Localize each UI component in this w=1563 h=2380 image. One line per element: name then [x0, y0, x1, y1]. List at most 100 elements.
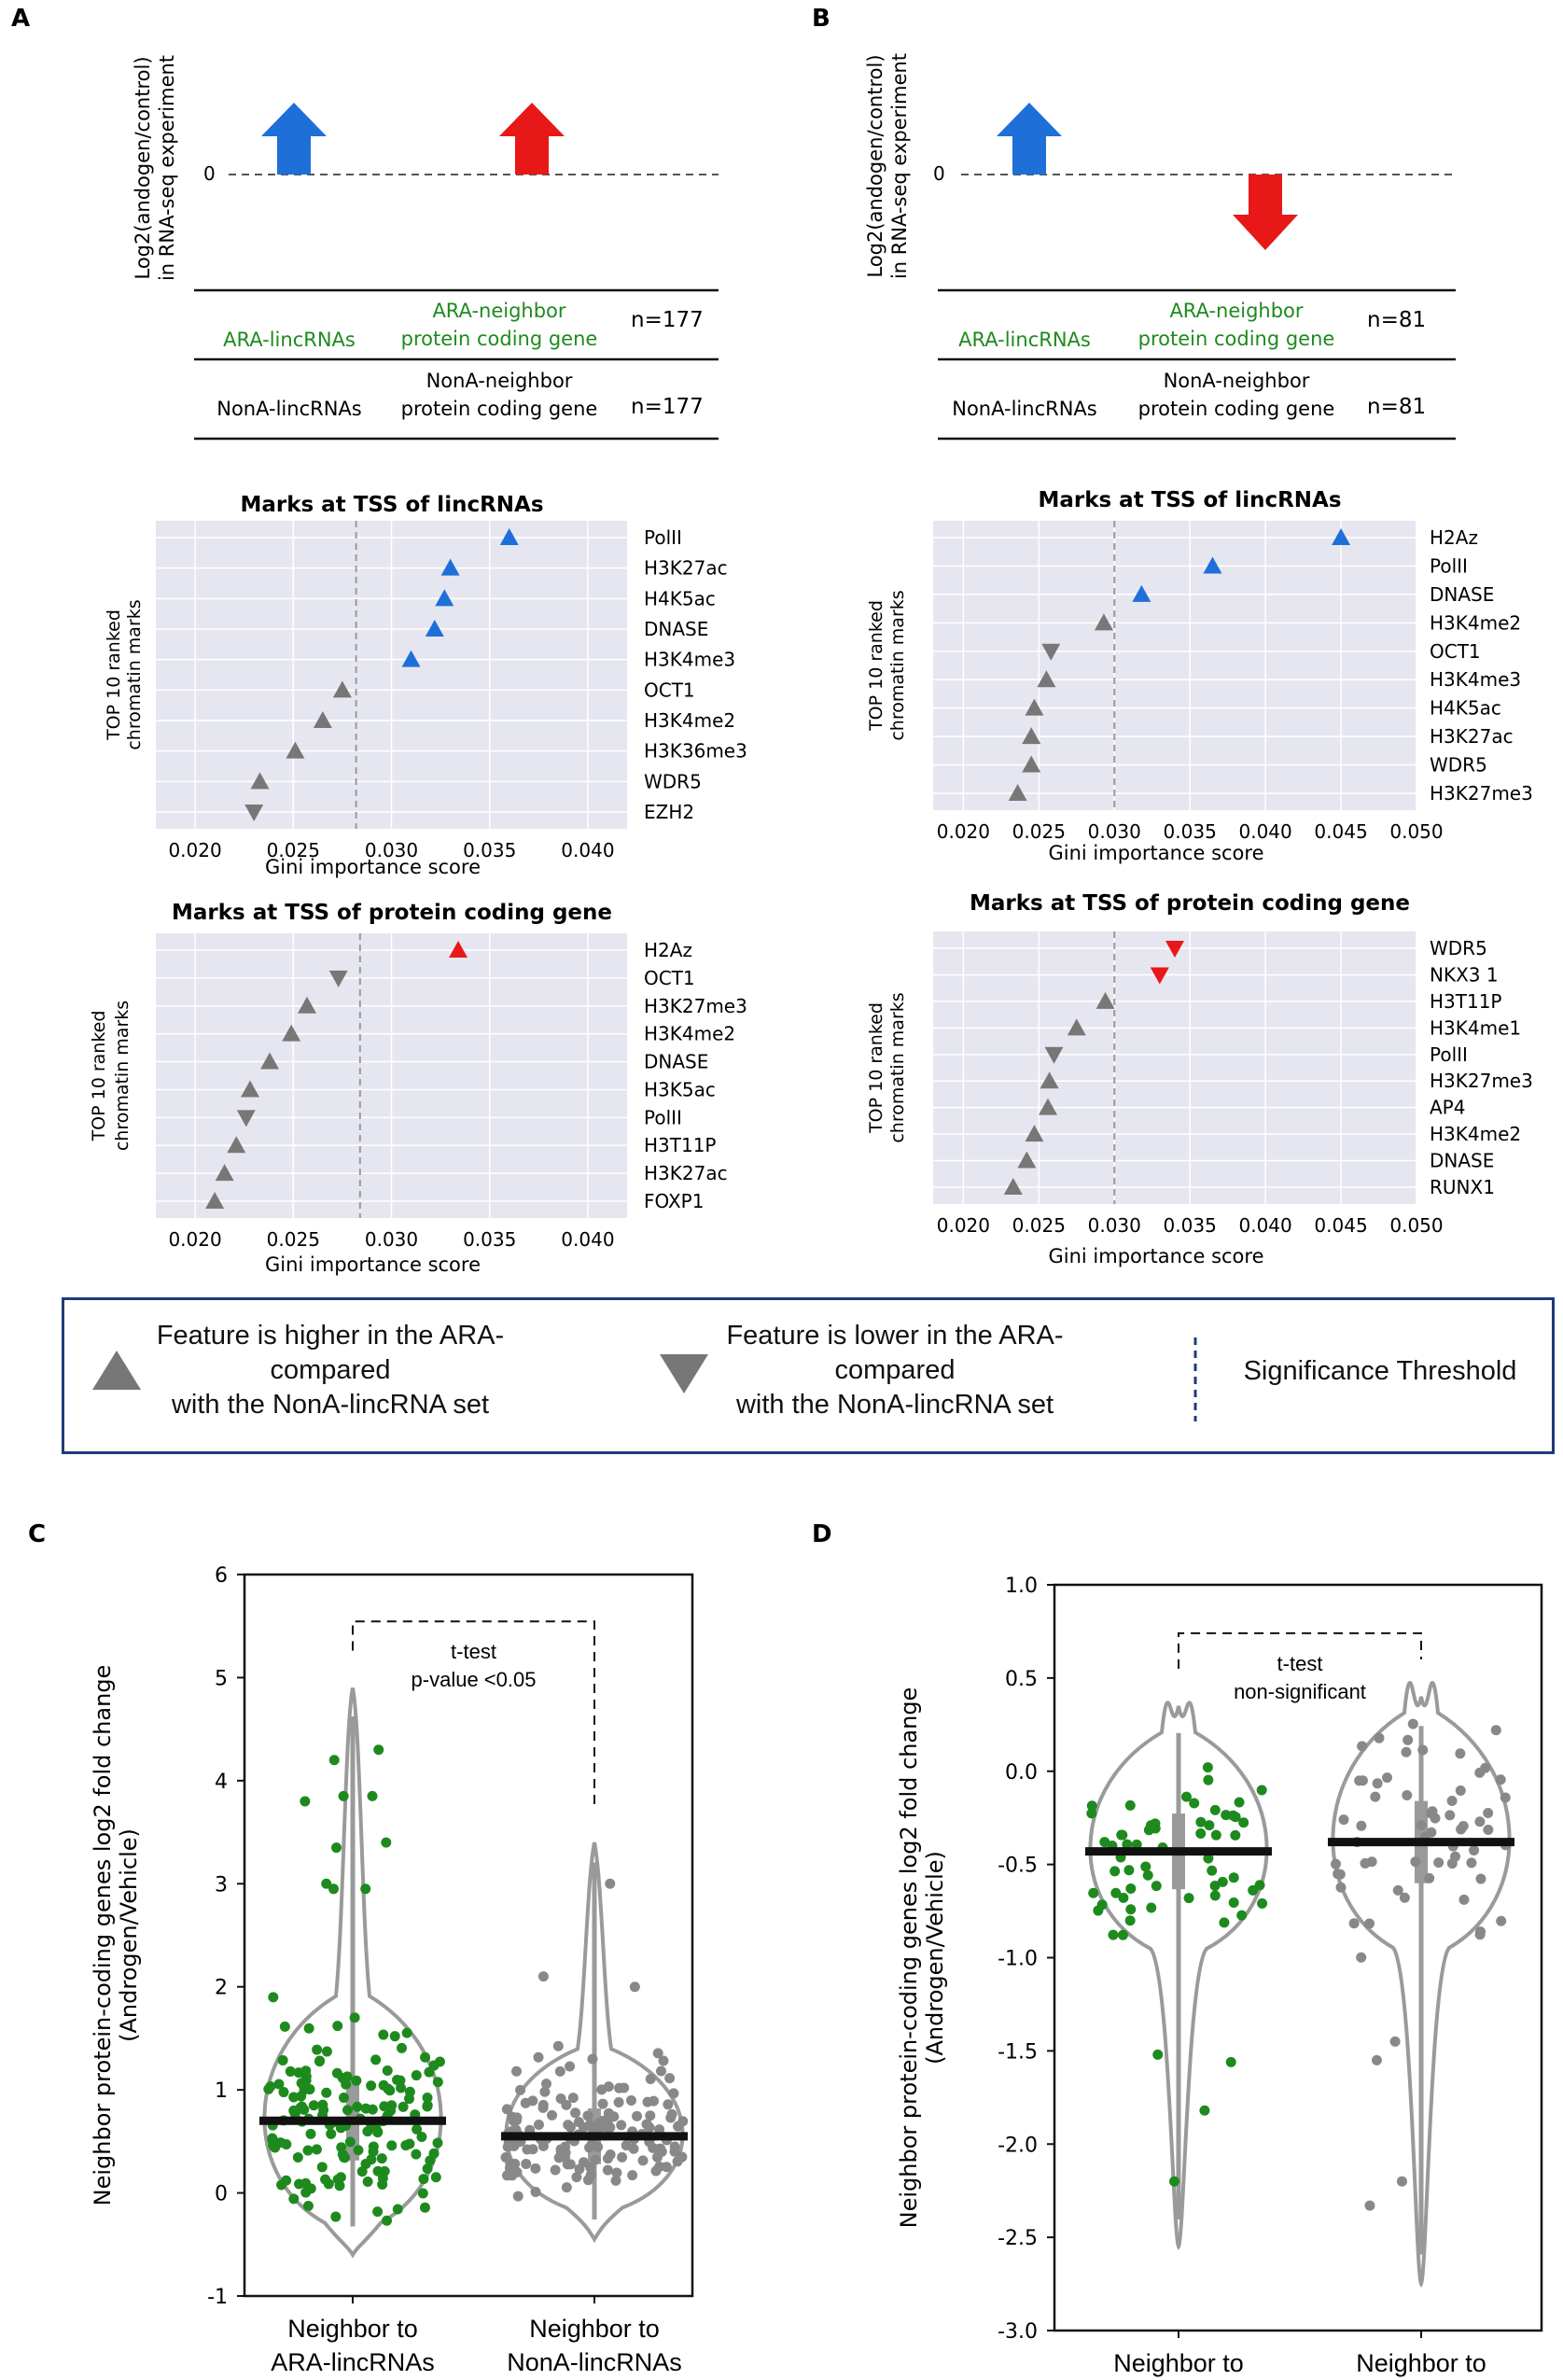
chart-title: Marks at TSS of lincRNAs	[1038, 488, 1341, 512]
mark-label: H3K36me3	[644, 740, 747, 763]
data-point-ara-outlier	[321, 1878, 332, 1889]
data-point-ara	[362, 2126, 373, 2137]
x-tick-label: 0.035	[463, 839, 516, 861]
mark-label: AP4	[1430, 1097, 1465, 1119]
data-point-ara	[330, 2211, 342, 2222]
data-point-ara	[337, 2072, 348, 2083]
data-point-ara	[378, 2079, 389, 2091]
data-point-ara-outlier	[338, 1790, 349, 1801]
data-point-ara	[1209, 1881, 1221, 1892]
mark-point-h3k5ac	[241, 1080, 259, 1098]
data-point-ara	[1254, 1880, 1265, 1891]
data-point-ara	[299, 2084, 310, 2095]
schematic-a-ylabel-1: Log2(andogen/control)	[132, 56, 154, 279]
data-point-ara-outlier	[328, 1883, 340, 1895]
data-point-nona	[567, 2093, 579, 2104]
data-point-ara-outlier	[360, 1883, 371, 1895]
mark-point-oct1	[332, 680, 352, 698]
legend-higher-line-3: with the NonA-lincRNA set	[171, 1390, 490, 1420]
schematic-a-n-ara: n=177	[631, 308, 704, 332]
category-label-line-2: ARA-lincRNAs	[271, 2348, 435, 2376]
data-point-ara	[398, 2101, 409, 2112]
data-point-ara	[279, 2021, 290, 2032]
data-point-ara-outlier	[373, 1744, 384, 1756]
x-axis-label: Gini importance score	[1048, 842, 1263, 864]
mark-point-dnase	[1017, 1151, 1037, 1169]
data-point-ara	[1088, 1887, 1099, 1898]
data-point-ara	[263, 2083, 274, 2094]
x-tick-label: 0.025	[267, 1228, 320, 1251]
data-point-nona-outlier	[1364, 2200, 1375, 2211]
data-point-ara	[302, 2145, 314, 2156]
data-point-ara	[1189, 1798, 1200, 1809]
chart-d-violin: -3.0 -2.5 -2.0 -1.5 -1.0 -0.5 0.0 0.5 1.0 Neighbo…	[896, 1575, 1543, 2377]
mark-label: EZH2	[644, 801, 694, 823]
data-point-ara	[392, 2204, 403, 2215]
legend-lower-line-2: compared	[834, 1355, 956, 1385]
data-point-ara	[336, 2142, 347, 2153]
schematic-a-ara-neighbor-2: protein coding gene	[401, 328, 598, 350]
violin-outline	[1088, 1701, 1269, 2251]
data-point-ara	[332, 2021, 343, 2032]
chart-title: Marks at TSS of protein coding gene	[172, 901, 612, 925]
x-tick-label: 0.030	[365, 839, 418, 861]
data-point-nona	[555, 2093, 566, 2104]
schematic-b-ara-neighbor-1: ARA-neighbor	[1169, 300, 1303, 322]
data-point-ara	[311, 2144, 322, 2155]
data-point-ara	[1228, 1897, 1239, 1909]
data-point-ara	[277, 2054, 288, 2065]
data-point-nona-outlier	[1389, 2036, 1401, 2047]
x-tick-label: 0.040	[1238, 820, 1291, 843]
data-point-nona	[649, 2095, 660, 2107]
y-axis-label-line-2: chromatin marks	[124, 599, 145, 749]
panel-letter-a: A	[11, 5, 30, 33]
data-point-nona	[1357, 1775, 1368, 1786]
data-point-nona	[1364, 1918, 1375, 1929]
data-point-ara	[353, 2145, 364, 2156]
significance-bracket	[1178, 1631, 1422, 1669]
data-point-ara	[320, 2174, 331, 2185]
mark-point-h3k27ac	[215, 1164, 234, 1182]
mark-label: H3K27me3	[1430, 782, 1533, 805]
data-point-ara	[432, 2137, 443, 2149]
data-point-nona	[602, 2153, 613, 2164]
data-point-ara-outlier	[328, 1755, 340, 1766]
data-point-nona	[527, 2095, 538, 2107]
data-point-nona	[561, 2182, 572, 2193]
mark-point-polii	[1203, 556, 1222, 574]
x-tick-label: 0.045	[1314, 1214, 1367, 1237]
chart-title: Marks at TSS of protein coding gene	[970, 891, 1410, 916]
legend-higher-line-1: Feature is higher in the ARA-	[156, 1321, 505, 1351]
data-point-ara	[1131, 1839, 1142, 1850]
mark-label: DNASE	[644, 1051, 708, 1073]
data-point-ara	[1099, 1837, 1110, 1848]
panel-letter-d: D	[812, 1520, 832, 1548]
mark-label: H3K27ac	[1430, 725, 1514, 748]
chart-a-protein-coding-marks: 0.020 0.025 0.030 0.035 0.040 Marks at TSS of…	[89, 901, 747, 1276]
data-point-nona	[501, 2104, 512, 2115]
schematic-a: Log2(andogen/control) in RNA-seq experim…	[132, 55, 719, 441]
data-point-ara	[1125, 1883, 1137, 1894]
data-point-ara	[1117, 1929, 1128, 1940]
y-axis-label-line-1: Neighbor protein-coding genes log2 fold …	[896, 1687, 922, 2229]
data-point-ara	[428, 2148, 440, 2159]
data-point-nona	[652, 2048, 663, 2059]
legend-down-triangle-icon	[660, 1354, 708, 1393]
data-point-nona	[587, 2053, 598, 2065]
data-point-nona	[1401, 1746, 1412, 1757]
data-point-ara	[294, 2178, 305, 2190]
mark-label: H3K4me3	[1430, 668, 1521, 691]
data-point-nona	[1382, 1772, 1393, 1784]
legend-threshold-text: Significance Threshold	[1243, 1356, 1517, 1386]
data-point-nona	[565, 2061, 576, 2072]
panel-letter-b: B	[812, 5, 830, 33]
data-point-ara	[317, 2099, 328, 2110]
data-point-nona	[1335, 1882, 1347, 1893]
mark-label: WDR5	[1430, 754, 1487, 777]
mark-point-polii	[499, 528, 519, 545]
data-point-nona	[669, 2141, 680, 2152]
data-point-ara	[349, 2012, 360, 2023]
data-point-nona	[570, 2107, 581, 2119]
data-point-ara	[366, 2080, 377, 2092]
mark-label: H3K4me1	[1430, 1016, 1521, 1039]
